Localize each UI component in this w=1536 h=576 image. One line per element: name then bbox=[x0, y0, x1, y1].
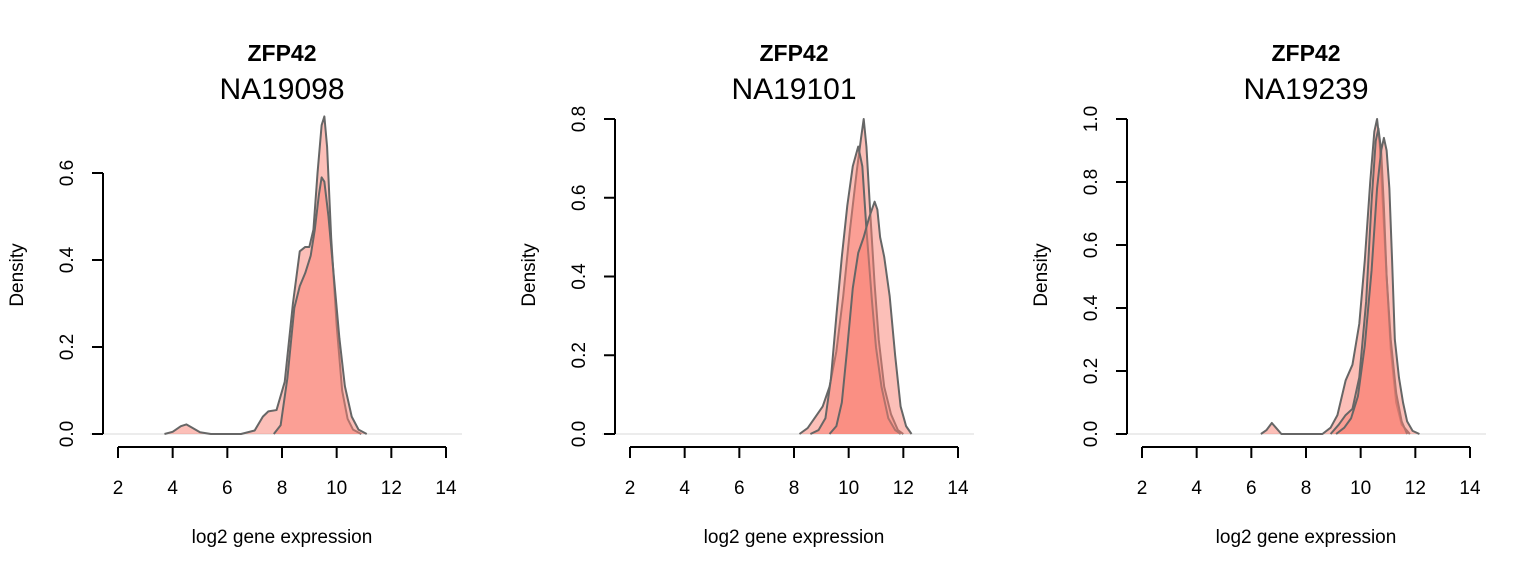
y-axis: 0.0 0.2 0.4 0.6 0.8 1.0 Density bbox=[1031, 106, 1128, 447]
x-axis-label: log2 gene expression bbox=[1216, 527, 1397, 548]
x-tick-label: 6 bbox=[1246, 478, 1257, 499]
y-tick-label: 0.6 bbox=[569, 185, 590, 211]
x-tick-label: 2 bbox=[1137, 478, 1148, 499]
x-axis: 2 4 6 8 10 12 14 log2 gene expression bbox=[113, 446, 457, 548]
x-axis: 2 4 6 8 10 12 14 log2 gene expression bbox=[625, 446, 969, 548]
x-tick-label: 4 bbox=[679, 478, 690, 499]
density-area-3 bbox=[829, 201, 912, 434]
panel-2: ZFP42 NA19101 2 4 6 8 10 12 14 log2 gene expressi… bbox=[519, 40, 974, 548]
y-tick-label: 0.2 bbox=[1081, 358, 1102, 384]
x-tick-label: 8 bbox=[1301, 478, 1312, 499]
density-area-2 bbox=[273, 177, 367, 434]
y-tick-label: 0.2 bbox=[57, 334, 78, 360]
chart-title: ZFP42 bbox=[247, 40, 316, 66]
x-axis-label: log2 gene expression bbox=[192, 527, 373, 548]
y-axis: 0.0 0.2 0.4 0.6 0.8 Density bbox=[519, 106, 616, 447]
panel-1: ZFP42 NA19098 2 4 6 8 10 12 14 log2 gene expressi… bbox=[7, 40, 462, 548]
chart-subtitle: NA19098 bbox=[219, 73, 344, 106]
y-axis-label: Density bbox=[1031, 243, 1052, 307]
y-tick-label: 0.2 bbox=[569, 342, 590, 368]
x-tick-label: 14 bbox=[947, 478, 969, 499]
x-tick-label: 4 bbox=[1191, 478, 1202, 499]
panel-3: ZFP42 NA19239 2 4 6 8 10 12 14 log2 gene expressi… bbox=[1031, 40, 1486, 548]
density-line-2 bbox=[273, 176, 368, 435]
x-tick-label: 14 bbox=[1459, 478, 1481, 499]
x-tick-label: 14 bbox=[435, 478, 457, 499]
x-tick-label: 2 bbox=[113, 478, 124, 499]
chart-subtitle: NA19239 bbox=[1243, 73, 1368, 106]
y-tick-label: 0.4 bbox=[1081, 294, 1102, 321]
x-tick-label: 10 bbox=[326, 478, 347, 499]
y-axis-label: Density bbox=[7, 243, 28, 307]
y-tick-label: 0.0 bbox=[569, 421, 590, 447]
x-tick-label: 6 bbox=[222, 478, 233, 499]
y-tick-label: 0.0 bbox=[1081, 421, 1102, 447]
density-area-3 bbox=[1336, 137, 1420, 434]
density-line-3 bbox=[1335, 136, 1420, 435]
x-tick-label: 10 bbox=[838, 478, 859, 499]
y-tick-label: 0.8 bbox=[1081, 169, 1102, 195]
density-line-3 bbox=[828, 200, 913, 435]
chart-subtitle: NA19101 bbox=[731, 73, 856, 106]
x-tick-label: 2 bbox=[625, 478, 636, 499]
y-tick-label: 0.8 bbox=[569, 106, 590, 132]
chart-title: ZFP42 bbox=[1271, 40, 1340, 66]
x-tick-label: 12 bbox=[1405, 478, 1426, 499]
x-tick-label: 8 bbox=[277, 478, 288, 499]
y-axis-label: Density bbox=[519, 243, 540, 307]
x-tick-label: 4 bbox=[167, 478, 178, 499]
chart-title: ZFP42 bbox=[759, 40, 828, 66]
x-axis-label: log2 gene expression bbox=[704, 527, 885, 548]
y-tick-label: 1.0 bbox=[1081, 106, 1102, 132]
y-tick-label: 0.0 bbox=[57, 421, 78, 447]
y-tick-label: 0.6 bbox=[57, 160, 78, 186]
x-axis: 2 4 6 8 10 12 14 log2 gene expression bbox=[1137, 446, 1481, 548]
x-tick-label: 10 bbox=[1350, 478, 1371, 499]
panels: ZFP42 NA19098 2 4 6 8 10 12 14 log2 gene expressi… bbox=[7, 40, 1486, 548]
y-axis: 0.0 0.2 0.4 0.6 Density bbox=[7, 160, 104, 447]
y-tick-label: 0.4 bbox=[57, 246, 78, 273]
y-tick-label: 0.6 bbox=[1081, 232, 1102, 258]
y-tick-label: 0.4 bbox=[569, 263, 590, 290]
x-tick-label: 8 bbox=[789, 478, 800, 499]
x-tick-label: 12 bbox=[893, 478, 914, 499]
x-tick-label: 12 bbox=[381, 478, 402, 499]
x-tick-label: 6 bbox=[734, 478, 745, 499]
